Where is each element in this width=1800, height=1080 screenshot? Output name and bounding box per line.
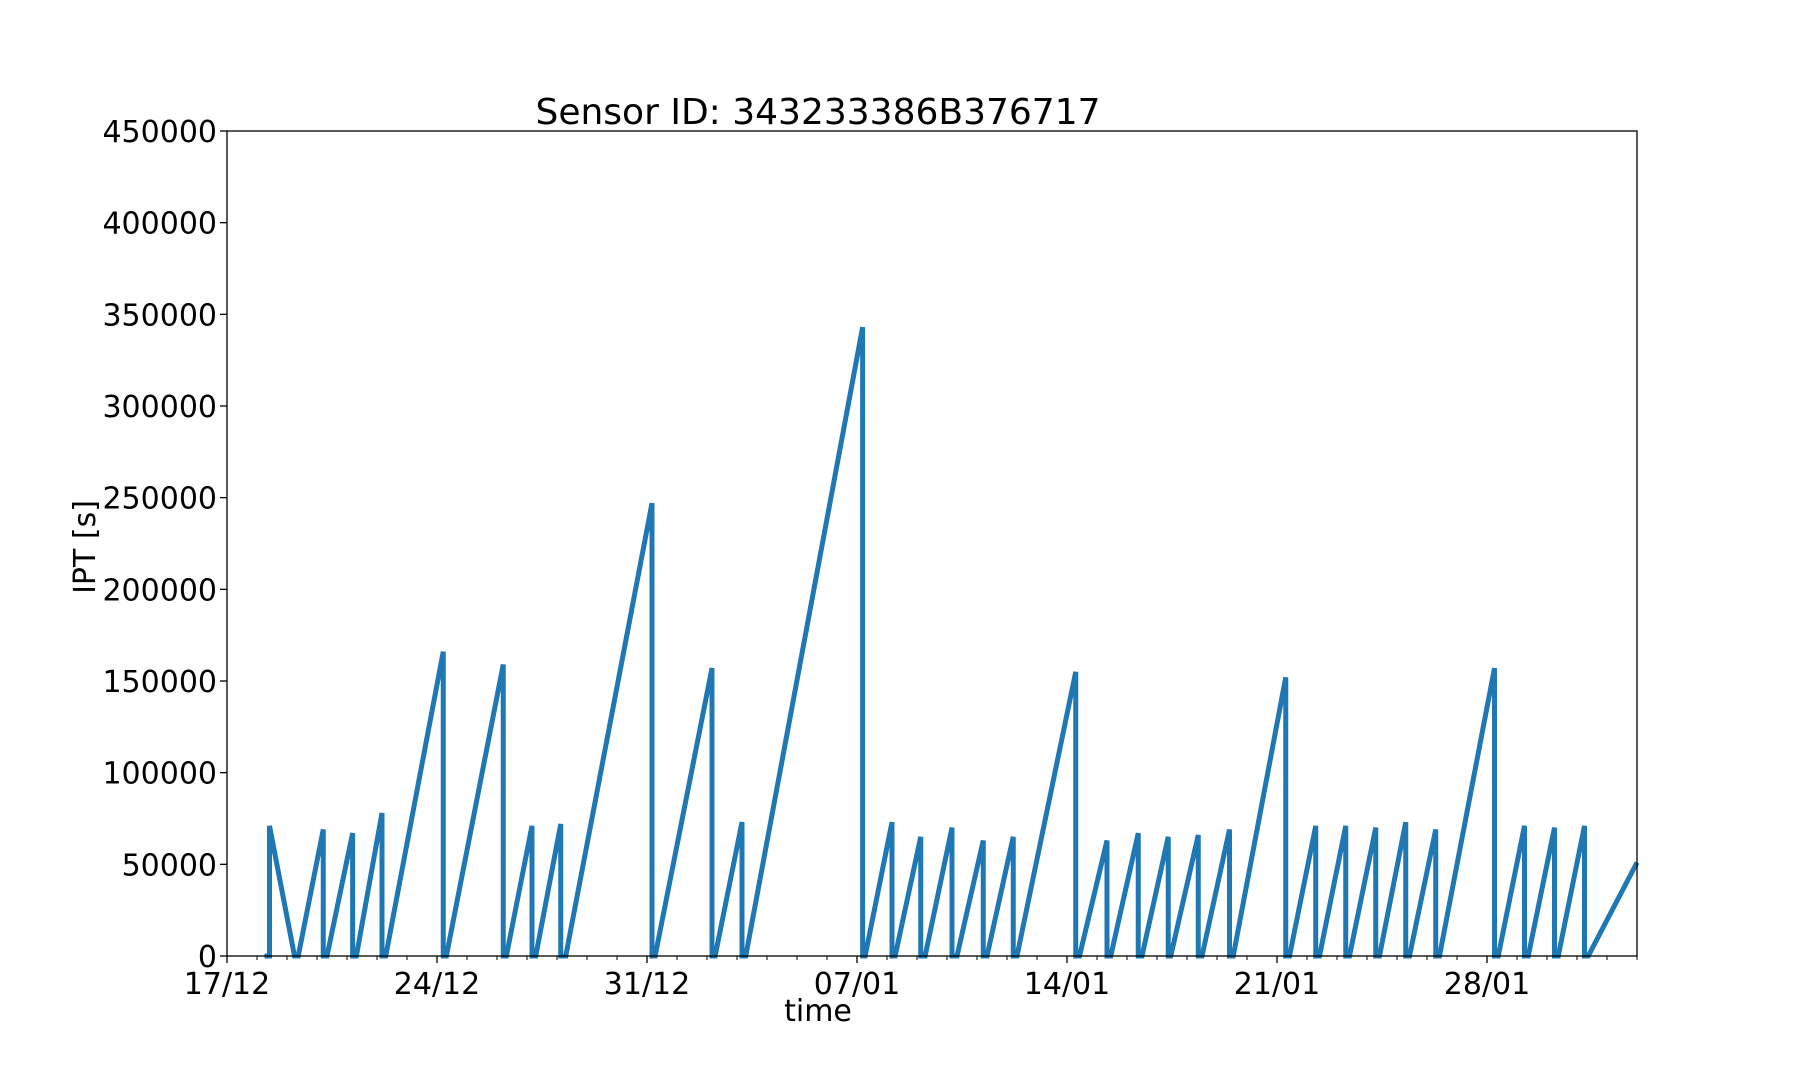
x-tick-label: 07/01 — [814, 967, 900, 1002]
series-line — [264, 326, 1640, 959]
y-tick-label: 250000 — [102, 482, 217, 517]
y-axis: 0 50000 100000 150000 200000 250000 300000 3500… — [102, 115, 227, 975]
x-tick-label: 31/12 — [604, 967, 690, 1002]
x-tick-label: 14/01 — [1024, 967, 1110, 1002]
y-tick-label: 350000 — [102, 298, 217, 333]
y-tick-label: 450000 — [102, 115, 217, 150]
x-axis: 17/12 24/12 31/12 07/01 14/01 21/01 28/01 — [184, 956, 1638, 1002]
y-tick-label: 100000 — [102, 757, 217, 792]
y-tick-label: 300000 — [102, 390, 217, 425]
x-tick-label: 24/12 — [394, 967, 480, 1002]
plot-frame — [226, 130, 1638, 957]
y-tick-label: 150000 — [102, 665, 217, 700]
x-tick-label: 21/01 — [1234, 967, 1320, 1002]
y-axis-title: IPT [s] — [68, 500, 103, 594]
y-tick-label: 200000 — [102, 573, 217, 608]
x-tick-label: 17/12 — [184, 967, 270, 1002]
y-tick-label: 50000 — [122, 848, 217, 883]
y-tick-label: 400000 — [102, 207, 217, 242]
x-tick-label: 28/01 — [1444, 967, 1530, 1002]
x-axis-title: time — [784, 994, 852, 1029]
chart-title: Sensor ID: 343233386B376717 — [535, 92, 1100, 133]
y-tick-label: 0 — [198, 940, 217, 975]
